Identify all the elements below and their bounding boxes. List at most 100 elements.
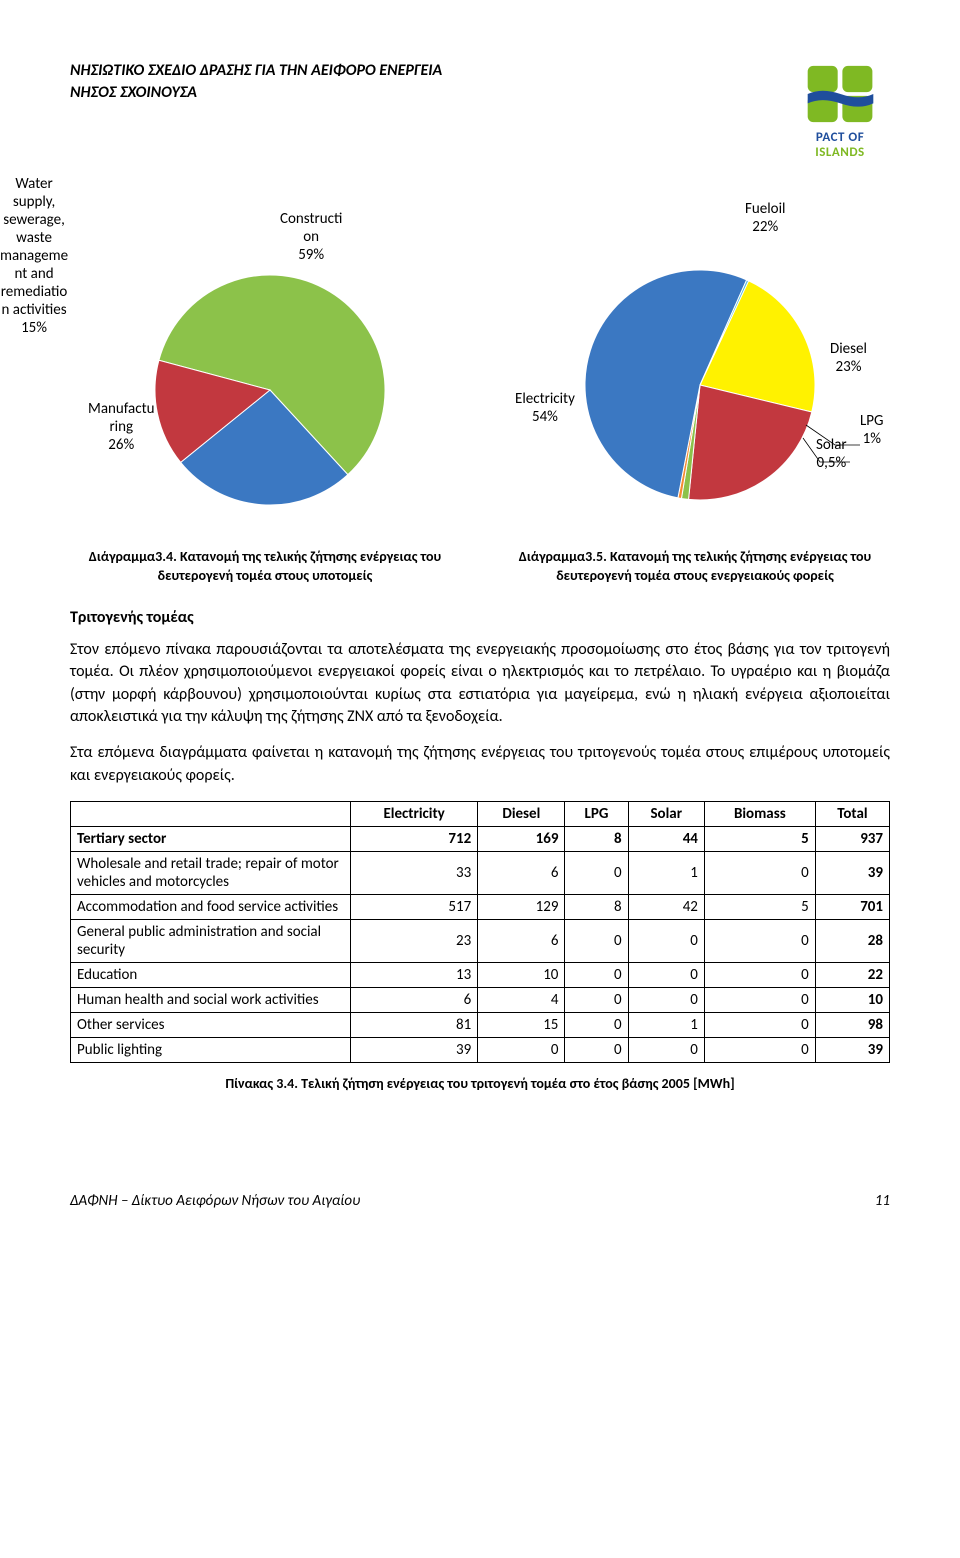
row-value: 23	[351, 920, 478, 963]
row-value: 0	[565, 963, 628, 988]
table-row: Other services811501098	[71, 1013, 890, 1038]
table-header-cell: Electricity	[351, 802, 478, 827]
row-value: 10	[815, 988, 889, 1013]
row-value: 0	[704, 852, 815, 895]
row-value: 22	[815, 963, 889, 988]
tertiary-sector-table: ElectricityDieselLPGSolarBiomassTotalTer…	[70, 801, 890, 1063]
row-label: Tertiary sector	[71, 827, 351, 852]
table-header-cell: LPG	[565, 802, 628, 827]
row-value: 10	[478, 963, 565, 988]
section-title: Τριτογενής τομέας	[70, 608, 890, 627]
header-line2: ΝΗΣΟΣ ΣΧΟΙΝΟΥΣΑ	[70, 82, 442, 104]
table-row: Tertiary sector7121698445937	[71, 827, 890, 852]
pie-label: Fueloil22%	[745, 200, 785, 236]
row-value: 42	[628, 895, 704, 920]
row-value: 28	[815, 920, 889, 963]
table-header-row: ElectricityDieselLPGSolarBiomassTotal	[71, 802, 890, 827]
table-row: Public lighting39000039	[71, 1038, 890, 1063]
row-value: 8	[565, 827, 628, 852]
row-value: 15	[478, 1013, 565, 1038]
row-value: 0	[565, 920, 628, 963]
row-value: 6	[478, 852, 565, 895]
pie-label: Watersupply,sewerage,wastemanagement and…	[0, 175, 68, 337]
table-row: Education131000022	[71, 963, 890, 988]
pie-label: Construction59%	[280, 210, 342, 264]
pie-svg	[70, 210, 460, 540]
row-value: 6	[351, 988, 478, 1013]
row-value: 0	[704, 920, 815, 963]
row-value: 0	[478, 1038, 565, 1063]
row-value: 0	[565, 1038, 628, 1063]
logo-text-1: PACT OF	[816, 130, 864, 145]
table-row: Wholesale and retail trade; repair of mo…	[71, 852, 890, 895]
row-value: 0	[628, 988, 704, 1013]
pie-label: Manufacturing26%	[88, 400, 155, 454]
pie-label: Solar0,5%	[816, 436, 847, 472]
row-label: Wholesale and retail trade; repair of mo…	[71, 852, 351, 895]
row-label: General public administration and social…	[71, 920, 351, 963]
row-value: 39	[351, 1038, 478, 1063]
row-value: 0	[704, 963, 815, 988]
table-caption: Πίνακας 3.4. Τελική ζήτηση ενέργειας του…	[70, 1075, 890, 1092]
page-header: ΝΗΣΙΩΤΙΚΟ ΣΧΕΔΙΟ ΔΡΑΣΗΣ ΓΙΑ ΤΗΝ ΑΕΙΦΟΡΟ …	[70, 60, 890, 170]
row-value: 169	[478, 827, 565, 852]
row-label: Public lighting	[71, 1038, 351, 1063]
pie-label: Diesel23%	[830, 340, 867, 376]
row-value: 8	[565, 895, 628, 920]
caption-chart-left: Διάγραμμα3.4. Κατανομή της τελικής ζήτησ…	[70, 548, 460, 586]
paragraph-1: Στον επόμενο πίνακα παρουσιάζονται τα απ…	[70, 639, 890, 729]
pie-label: LPG1%	[860, 412, 884, 448]
logo-text-2: ISLANDS	[815, 145, 864, 160]
page-number: 11	[875, 1192, 890, 1210]
row-value: 44	[628, 827, 704, 852]
pact-of-islands-logo: PACT OF ISLANDS	[790, 60, 890, 170]
row-value: 0	[704, 1013, 815, 1038]
footer-text: ΔΑΦΝΗ – Δίκτυο Αειφόρων Νήσων του Αιγαίο…	[70, 1192, 360, 1210]
pie-chart-energy-carriers: Fueloil22%Diesel23%LPG1%Solar0,5%Electri…	[500, 210, 890, 540]
chart-captions: Διάγραμμα3.4. Κατανομή της τελικής ζήτησ…	[70, 548, 890, 586]
row-label: Education	[71, 963, 351, 988]
row-value: 0	[628, 920, 704, 963]
pie-chart-subsectors: Construction59%Manufacturing26%Watersupp…	[70, 210, 460, 540]
row-value: 517	[351, 895, 478, 920]
table-row: General public administration and social…	[71, 920, 890, 963]
row-value: 6	[478, 920, 565, 963]
logo-icon	[803, 60, 878, 128]
row-value: 129	[478, 895, 565, 920]
table-header-cell: Total	[815, 802, 889, 827]
row-value: 5	[704, 895, 815, 920]
row-value: 0	[628, 1038, 704, 1063]
row-value: 0	[565, 852, 628, 895]
row-value: 0	[628, 963, 704, 988]
row-value: 81	[351, 1013, 478, 1038]
table-row: Human health and social work activities6…	[71, 988, 890, 1013]
row-value: 0	[565, 1013, 628, 1038]
page-footer: ΔΑΦΝΗ – Δίκτυο Αειφόρων Νήσων του Αιγαίο…	[70, 1192, 890, 1210]
table-header-cell: Diesel	[478, 802, 565, 827]
row-label: Human health and social work activities	[71, 988, 351, 1013]
caption-chart-right: Διάγραμμα3.5. Κατανομή της τελικής ζήτησ…	[500, 548, 890, 586]
row-value: 98	[815, 1013, 889, 1038]
charts-row: Construction59%Manufacturing26%Watersupp…	[70, 210, 890, 540]
row-value: 937	[815, 827, 889, 852]
row-label: Other services	[71, 1013, 351, 1038]
table-header-cell: Solar	[628, 802, 704, 827]
row-label: Accommodation and food service activitie…	[71, 895, 351, 920]
row-value: 4	[478, 988, 565, 1013]
table-header-cell: Biomass	[704, 802, 815, 827]
row-value: 0	[565, 988, 628, 1013]
page-root: ΝΗΣΙΩΤΙΚΟ ΣΧΕΔΙΟ ΔΡΑΣΗΣ ΓΙΑ ΤΗΝ ΑΕΙΦΟΡΟ …	[0, 0, 960, 1250]
paragraph-2: Στα επόμενα διαγράμματα φαίνεται η καταν…	[70, 742, 890, 787]
row-value: 0	[704, 1038, 815, 1063]
header-line1: ΝΗΣΙΩΤΙΚΟ ΣΧΕΔΙΟ ΔΡΑΣΗΣ ΓΙΑ ΤΗΝ ΑΕΙΦΟΡΟ …	[70, 60, 442, 82]
row-value: 1	[628, 852, 704, 895]
table-row: Accommodation and food service activitie…	[71, 895, 890, 920]
row-value: 1	[628, 1013, 704, 1038]
row-value: 39	[815, 852, 889, 895]
row-value: 701	[815, 895, 889, 920]
header-title: ΝΗΣΙΩΤΙΚΟ ΣΧΕΔΙΟ ΔΡΑΣΗΣ ΓΙΑ ΤΗΝ ΑΕΙΦΟΡΟ …	[70, 60, 442, 103]
row-value: 13	[351, 963, 478, 988]
row-value: 5	[704, 827, 815, 852]
row-value: 33	[351, 852, 478, 895]
table-header-cell	[71, 802, 351, 827]
